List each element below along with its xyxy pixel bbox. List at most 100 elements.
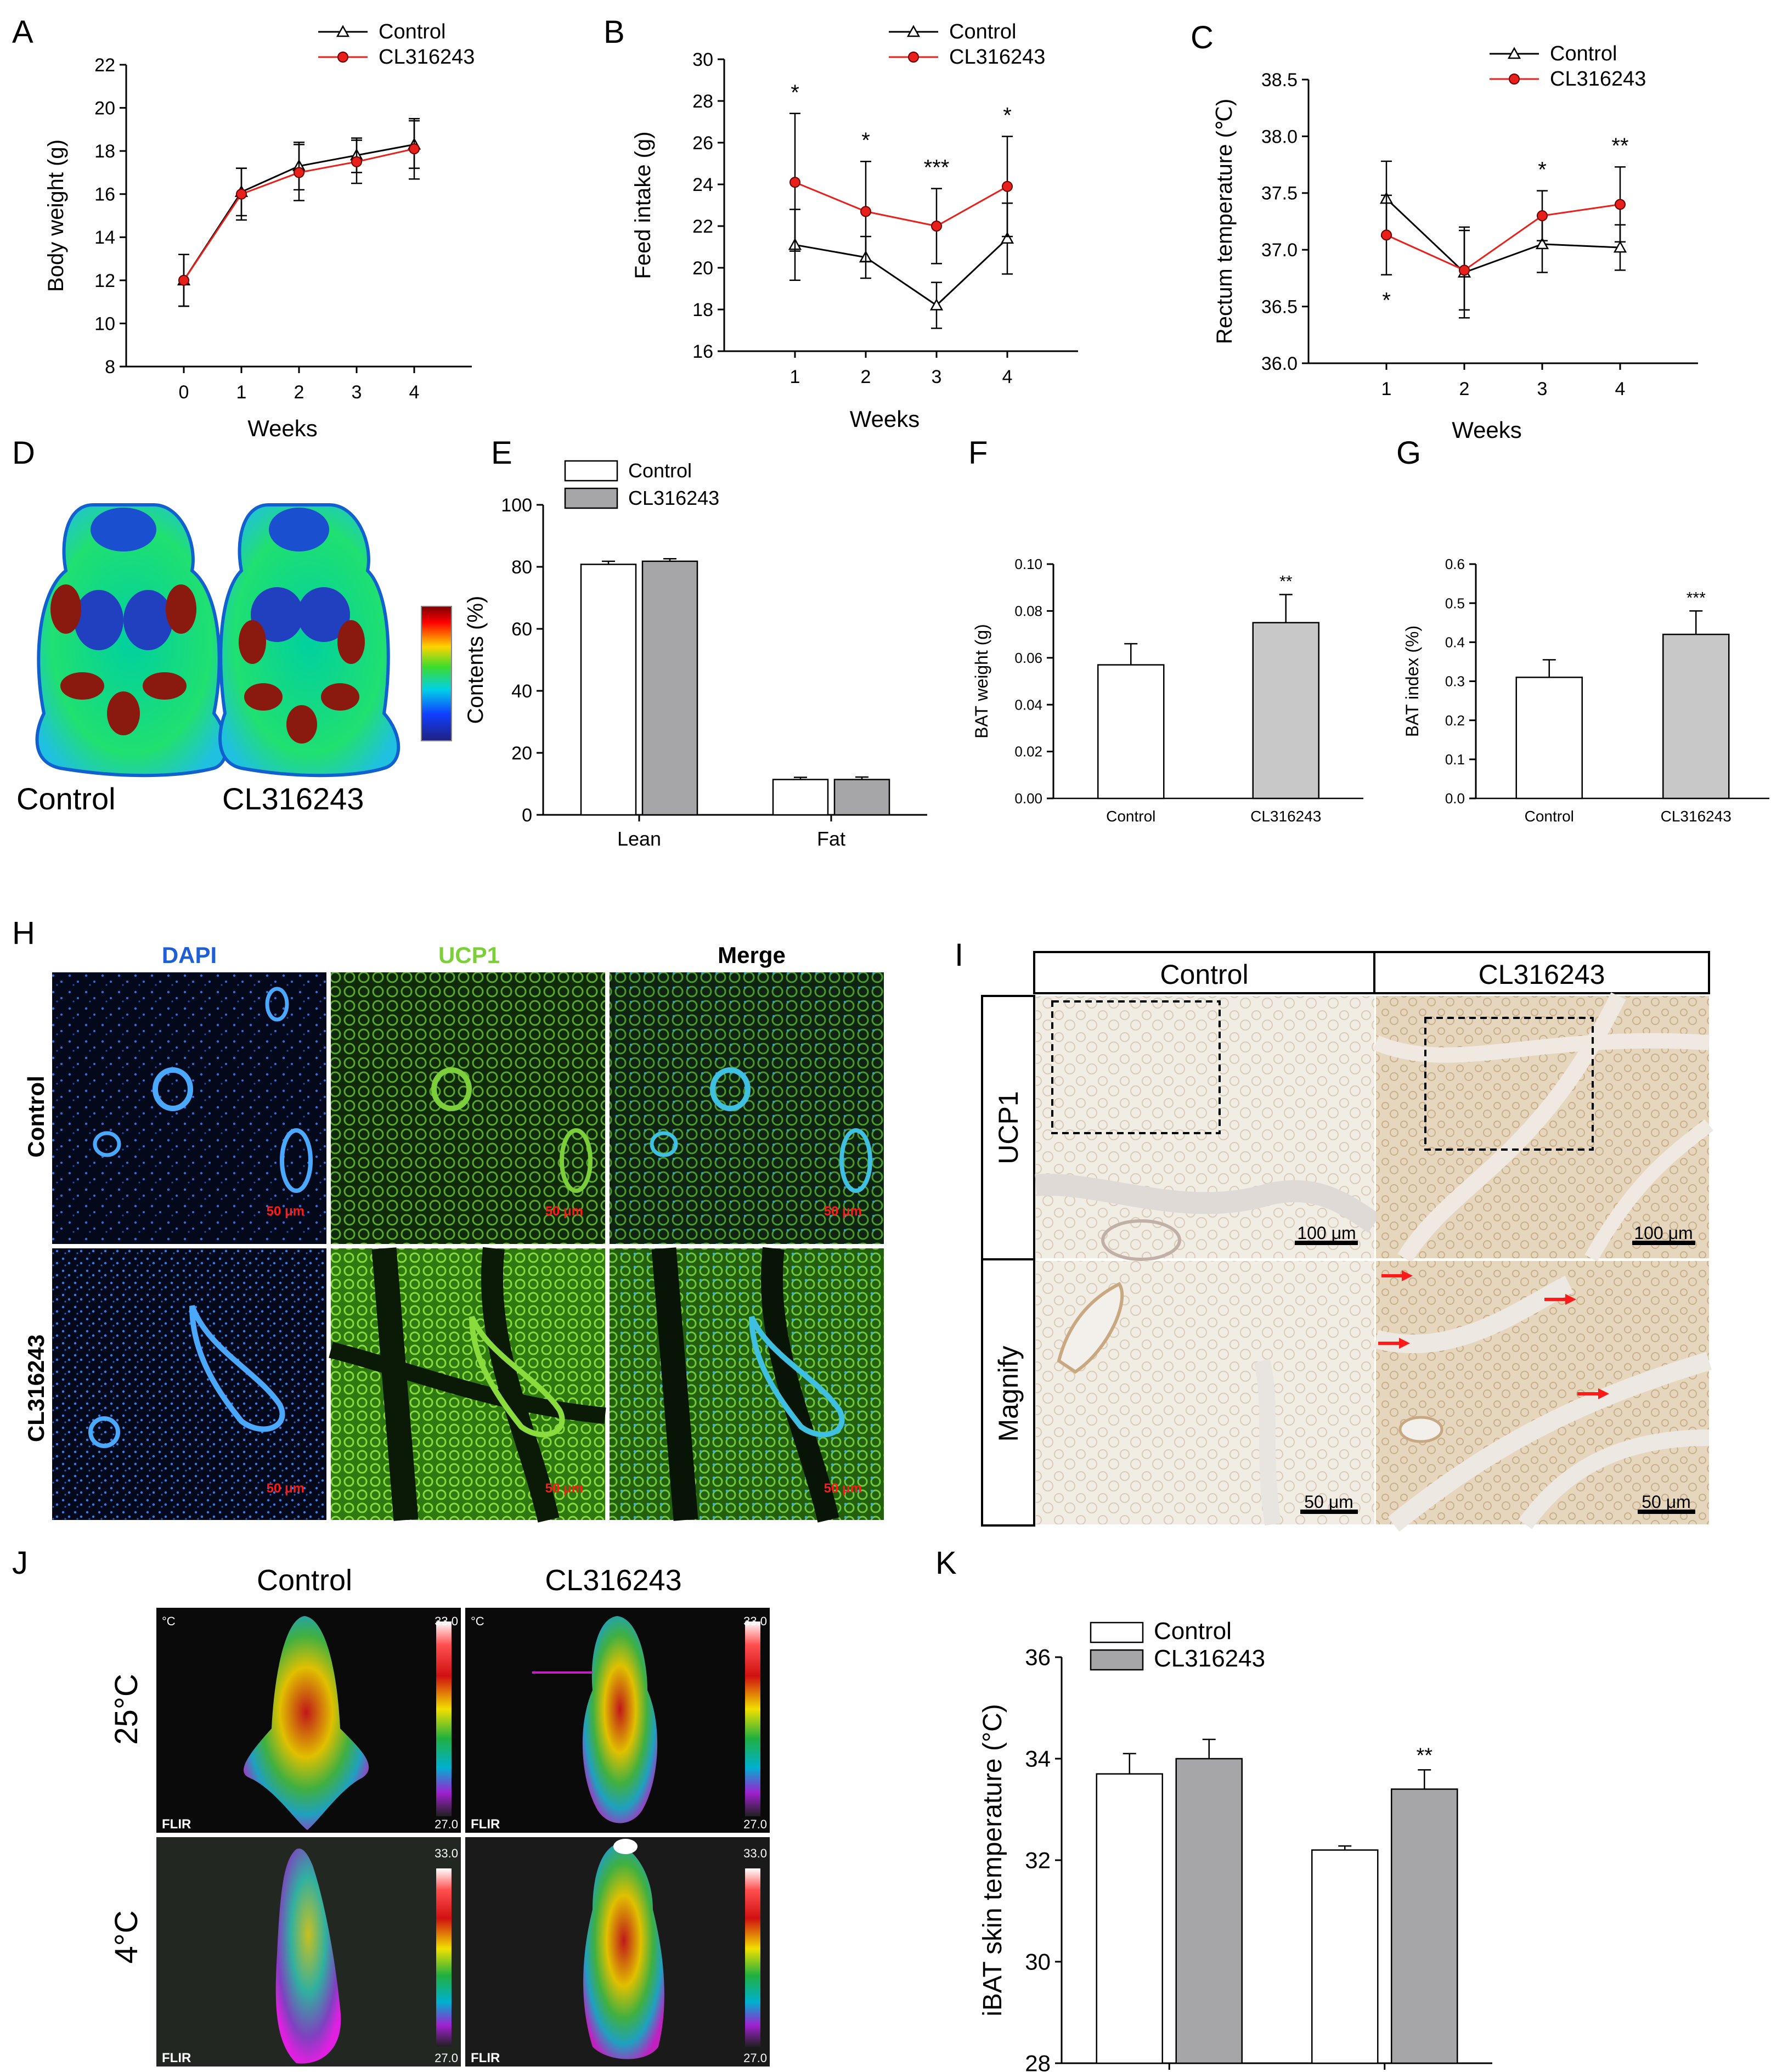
h-scalebar-4: 50 μm — [267, 1481, 304, 1496]
chart-k-y-tick-label: 28 — [1025, 2051, 1051, 2072]
h-scalebar-6: 50 μm — [824, 1481, 862, 1496]
chart-a-y-tick-label: 10 — [94, 313, 115, 334]
chart-a-cl316243-point — [178, 274, 189, 286]
chart-a-x-tick-label: 4 — [409, 382, 420, 403]
i-row-magnify: Magnify — [993, 1345, 1024, 1442]
j-col-control: Control — [257, 1564, 352, 1597]
chart-f-y-tick-label: 0.08 — [1014, 603, 1042, 620]
i-scalebar-2: 100 μm — [1634, 1223, 1693, 1243]
chart-b-cl316243-point — [931, 221, 942, 232]
chart-c-x-axis-label: Weeks — [1452, 417, 1522, 443]
chart-a-legend-cl-marker — [337, 52, 348, 63]
chart-c-control-point — [1613, 240, 1627, 253]
chart-c-y-tick-label: 37.0 — [1261, 240, 1298, 261]
j-logo-3: FLIR — [162, 2051, 191, 2065]
chart-e-y-tick-label: 80 — [511, 557, 532, 578]
chart-c-x-tick-label: 3 — [1537, 379, 1548, 399]
j-unit-2: °C — [471, 1614, 484, 1628]
chart-b-y-tick-label: 24 — [692, 174, 713, 195]
chart-b-cl316243-point — [860, 206, 871, 217]
chart-k-y-tick-label: 36 — [1025, 1645, 1051, 1670]
chart-k-legend-control-label: Control — [1154, 1618, 1232, 1645]
chart-a-y-tick-label: 16 — [94, 184, 115, 205]
chart-e-legend-control-swatch — [564, 460, 618, 482]
chart-c-x-tick-label: 4 — [1615, 379, 1626, 399]
chart-a-cl316243-point — [351, 156, 362, 167]
h-col-dapi: DAPI — [162, 942, 217, 968]
chart-c-y-axis-label: Rectum temperature (℃) — [1212, 99, 1237, 344]
chart-e-y-tick-label: 20 — [511, 743, 532, 764]
chart-b-significance: * — [1003, 104, 1012, 128]
j-logo-1: FLIR — [162, 1817, 191, 1832]
chart-k-significance: ** — [1416, 1744, 1432, 1767]
chart-a-cl316243-point — [236, 188, 247, 200]
panel-d-dexa: Control CL316243 — [16, 503, 452, 816]
j-min-4: 27.0 — [743, 2051, 767, 2065]
j-logo-4: FLIR — [471, 2051, 500, 2065]
chart-b-significance: * — [791, 81, 799, 105]
panel-label-g: G — [1396, 435, 1421, 471]
chart-g-y-tick-label: 0.3 — [1445, 673, 1465, 690]
panel-label-j: J — [12, 1545, 28, 1581]
chart-b-series-0-line — [794, 238, 1008, 307]
j-max-3: 33.0 — [435, 1846, 458, 1860]
chart-f-y-tick-label: 0.04 — [1014, 696, 1042, 713]
chart-a-legend-control-marker — [336, 25, 350, 37]
chart-c-y-tick-label: 37.5 — [1261, 183, 1298, 204]
chart-b-y-tick-label: 28 — [692, 91, 713, 112]
j-max-4: 33.0 — [743, 1846, 767, 1860]
chart-e-legend-control-label: Control — [628, 459, 692, 482]
chart-b-x-tick-label: 2 — [861, 367, 871, 387]
chart-g-y-tick-label: 0.0 — [1445, 790, 1465, 807]
chart-e-bar-cl316243 — [641, 560, 698, 816]
j-min-1: 27.0 — [435, 1817, 458, 1831]
dexa-color-scale — [421, 606, 452, 741]
chart-k-bar-cl316243 — [1175, 1758, 1243, 2064]
chart-a-y-tick-label: 18 — [94, 141, 115, 162]
chart-e-x-tick-label: Lean — [617, 827, 661, 850]
chart-b-y-axis-label: Feed intake (g) — [631, 131, 655, 279]
chart-e-y-tick-label: 60 — [511, 619, 532, 640]
chart-b-control-point — [929, 298, 944, 311]
chart-e-y-tick-label: 40 — [511, 681, 532, 702]
i-col-control: Control — [1160, 959, 1248, 990]
panel-label-h: H — [12, 915, 35, 951]
h-cl-dapi-image — [52, 1248, 326, 1520]
dexa-label-cl316243: CL316243 — [222, 781, 364, 816]
j-col-cl316243: CL316243 — [545, 1564, 681, 1597]
h-control-merge-image — [610, 972, 884, 1244]
chart-f-significance: ** — [1279, 573, 1293, 591]
chart-b-series-1-line — [794, 181, 1008, 227]
chart-g-y-tick-label: 0.6 — [1445, 556, 1465, 572]
chart-e-y-axis-label: Contents (%) — [464, 596, 488, 724]
chart-k-y-tick-label: 34 — [1025, 1746, 1051, 1772]
chart-e-body-composition: 0 20 40 60 80 100 Contents (%) Lean Fat Control CL… — [464, 459, 927, 850]
chart-b-cl316243-point — [1002, 181, 1013, 192]
chart-c-y-tick-label: 38.5 — [1261, 70, 1298, 91]
h-col-merge: Merge — [718, 942, 786, 968]
j-max-2: 33.0 — [743, 1614, 767, 1628]
chart-k-y-tick-label: 32 — [1025, 1848, 1051, 1873]
chart-b-legend-cl-marker — [908, 52, 919, 63]
chart-c-x-tick-label: 2 — [1459, 379, 1470, 399]
j-row-25c: 25°C — [109, 1674, 144, 1745]
chart-b-legend-cl-label: CL316243 — [949, 46, 1045, 69]
chart-c-y-tick-label: 36.0 — [1261, 353, 1298, 374]
h-scalebar-2: 50 μm — [545, 1204, 583, 1219]
i-control-magnify-image — [1036, 1261, 1374, 1524]
i-scalebar-4: 50 μm — [1642, 1492, 1691, 1512]
chart-f-y-tick-label: 0.10 — [1014, 556, 1042, 572]
chart-c-cl316243-point — [1459, 264, 1470, 276]
panel-j-thermal-imaging: Control CL316243 25°C 4°C °C 33.0 27.0 F… — [109, 1564, 770, 2067]
chart-f-bar-control — [1097, 664, 1165, 799]
chart-b-y-tick-label: 18 — [692, 300, 713, 320]
chart-f-x-tick-label: Control — [1106, 808, 1155, 825]
chart-c-significance: * — [1538, 158, 1547, 182]
j-unit-1: °C — [162, 1614, 176, 1628]
chart-e-bar-control — [580, 564, 637, 816]
panel-h-immunofluorescence: DAPI UCP1 Merge Control CL316243 50 μm 5… — [23, 942, 884, 1523]
j-min-2: 27.0 — [743, 1817, 767, 1831]
chart-g-bar-cl316243 — [1662, 633, 1730, 799]
chart-a-legend-control-label: Control — [379, 20, 446, 43]
h-row-cl316243: CL316243 — [23, 1335, 49, 1442]
